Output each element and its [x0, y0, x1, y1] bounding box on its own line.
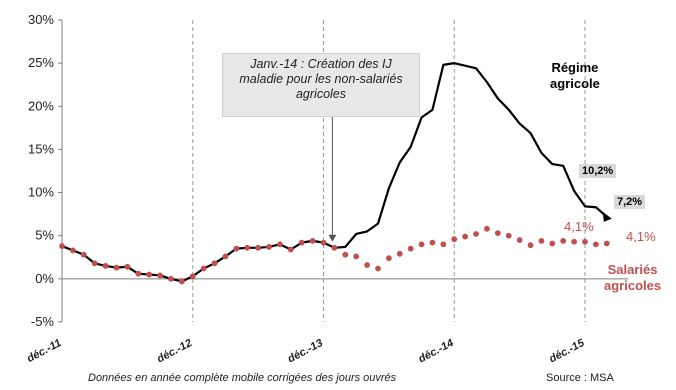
point-salaries-agricoles [484, 225, 490, 232]
point-salaries-agricoles [473, 231, 479, 237]
annotation-line-3: agricoles [295, 87, 347, 101]
point-salaries-agricoles [287, 246, 294, 253]
label-salaries-line-2: agricoles [604, 278, 662, 293]
y-tick-label: 0% [35, 271, 54, 286]
point-salaries-agricoles [189, 273, 196, 280]
label-salaries-line-1: Salariés [607, 262, 658, 277]
y-tick-label: 10% [28, 185, 54, 200]
point-salaries-agricoles [560, 237, 567, 244]
point-salaries-agricoles [582, 238, 588, 245]
point-salaries-agricoles [157, 272, 163, 279]
annotation-box: Janv.-14 : Création des IJ maladie pour … [222, 53, 420, 117]
point-salaries-agricoles [396, 250, 403, 257]
point-salaries-agricoles [168, 275, 174, 282]
point-salaries-agricoles [113, 264, 120, 271]
y-tick-label: 5% [35, 228, 54, 243]
point-salaries-agricoles [135, 270, 142, 277]
point-salaries-agricoles [331, 244, 338, 251]
x-tick-label: déc.-15 [547, 337, 587, 366]
point-salaries-agricoles [549, 240, 556, 247]
point-salaries-agricoles [342, 251, 349, 258]
point-salaries-agricoles [494, 230, 501, 237]
y-tick-label: 25% [28, 55, 54, 70]
y-tick-label: -5% [31, 314, 55, 329]
point-salaries-agricoles [320, 239, 327, 246]
point-salaries-agricoles [407, 245, 414, 252]
y-tick-label: 15% [28, 141, 54, 156]
point-salaries-agricoles [69, 247, 76, 254]
value-label-salaries-1: 4,1% [564, 219, 594, 234]
point-salaries-agricoles [222, 253, 229, 260]
label-regime-line-2: agricole [550, 76, 600, 91]
label-regime-line-1: Régime [551, 60, 599, 75]
footer-source: Source : MSA [546, 372, 614, 384]
point-salaries-agricoles [80, 251, 87, 258]
value-label-regime-1: 10,2% [579, 164, 617, 178]
point-salaries-agricoles [418, 241, 425, 248]
y-tick-label: 30% [28, 12, 54, 27]
point-salaries-agricoles [255, 244, 262, 251]
x-tick-label: déc.-12 [155, 337, 194, 365]
point-salaries-agricoles [277, 241, 283, 248]
x-tick-labels: déc.-11 déc.-12 déc.-13 déc.-14 déc.-15 [25, 337, 587, 366]
point-salaries-agricoles [146, 271, 153, 278]
point-salaries-agricoles [385, 255, 392, 262]
point-salaries-agricoles [102, 263, 109, 269]
point-salaries-agricoles [505, 232, 512, 239]
point-salaries-agricoles [298, 239, 305, 246]
point-salaries-agricoles [364, 262, 370, 268]
x-tick-label: déc.-14 [417, 337, 456, 365]
point-salaries-agricoles [603, 240, 610, 247]
point-salaries-agricoles [462, 233, 469, 240]
point-salaries-agricoles [124, 263, 131, 270]
point-salaries-agricoles [266, 244, 272, 250]
annotation-line-1: Janv.-14 : Création des IJ [250, 57, 392, 71]
value-label-salaries-2: 4,1% [626, 229, 656, 244]
footer-note: Données en année complète mobile corrigé… [88, 372, 397, 384]
point-salaries-agricoles [440, 241, 447, 248]
point-salaries-agricoles [91, 260, 98, 267]
point-salaries-agricoles [592, 241, 599, 248]
series-end-marker-regime [602, 211, 612, 222]
x-tick-label: déc.-13 [286, 337, 325, 365]
point-salaries-agricoles [353, 253, 360, 260]
point-salaries-agricoles [538, 237, 545, 244]
y-tick-label: 20% [28, 98, 54, 113]
x-tick-label: déc.-11 [25, 337, 63, 365]
point-salaries-agricoles [178, 278, 185, 285]
point-salaries-agricoles [527, 242, 534, 249]
point-salaries-agricoles [233, 245, 240, 252]
point-salaries-agricoles [375, 265, 381, 272]
value-label-regime-2: 7,2% [614, 195, 646, 209]
annotation-arrow [328, 117, 337, 242]
point-salaries-agricoles [244, 244, 251, 251]
point-salaries-agricoles [200, 265, 207, 272]
point-salaries-agricoles [451, 236, 458, 243]
point-salaries-agricoles [59, 243, 65, 249]
point-salaries-agricoles [309, 237, 316, 244]
axes [58, 19, 628, 323]
label-salaries-agricoles: Salariés agricoles [604, 262, 661, 294]
y-tick-labels: 30% 25% 20% 15% 10% 5% 0% -5% [28, 12, 54, 329]
point-salaries-agricoles [571, 238, 578, 245]
point-salaries-agricoles [429, 239, 436, 246]
label-regime-agricole: Régime agricole [550, 60, 600, 92]
annotation-line-2: maladie pour les non-salariés [239, 72, 403, 86]
series-salaries-agricoles [59, 225, 610, 285]
point-salaries-agricoles [516, 237, 523, 243]
annotation-arrow-head [328, 234, 337, 242]
point-salaries-agricoles [211, 260, 218, 267]
